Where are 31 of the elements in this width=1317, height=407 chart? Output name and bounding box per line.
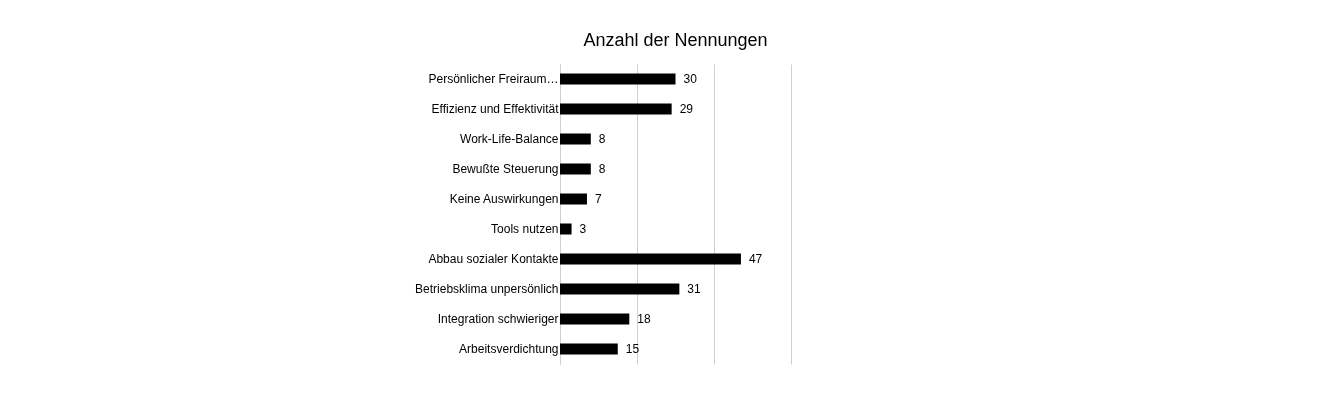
data-label: 7 — [594, 192, 602, 206]
data-label: 29 — [679, 102, 694, 116]
bar — [560, 163, 591, 175]
data-label: 31 — [687, 282, 702, 296]
data-label: 30 — [683, 72, 698, 86]
data-label: 3 — [579, 222, 587, 236]
data-label: 8 — [598, 162, 606, 176]
bar — [560, 343, 618, 355]
y-tick-label: Bewußte Steuerung — [452, 162, 559, 176]
bar — [560, 133, 591, 145]
bar — [560, 193, 587, 205]
bar — [560, 223, 572, 235]
y-tick-label: Effizienz und Effektivität — [431, 102, 560, 116]
chart-title: Anzahl der Nennungen — [583, 30, 768, 50]
y-tick-label: Persönlicher Freiraum… — [428, 72, 559, 86]
data-label: 15 — [625, 342, 640, 356]
bar — [560, 103, 672, 115]
bar — [560, 253, 741, 265]
y-tick-label: Betriebsklima unpersönlich — [415, 282, 559, 296]
bar — [560, 73, 676, 85]
y-tick-label: Keine Auswirkungen — [449, 192, 559, 206]
bar — [560, 313, 630, 325]
y-tick-label: Arbeitsverdichtung — [459, 342, 559, 356]
y-tick-label: Abbau sozialer Kontakte — [428, 252, 559, 266]
data-label: 47 — [748, 252, 763, 266]
y-tick-label: Tools nutzen — [491, 222, 559, 236]
data-label: 8 — [598, 132, 606, 146]
y-tick-label: Integration schwieriger — [437, 312, 559, 326]
y-tick-label: Work-Life-Balance — [460, 132, 559, 146]
data-label: 18 — [637, 312, 651, 326]
bar — [560, 283, 680, 295]
